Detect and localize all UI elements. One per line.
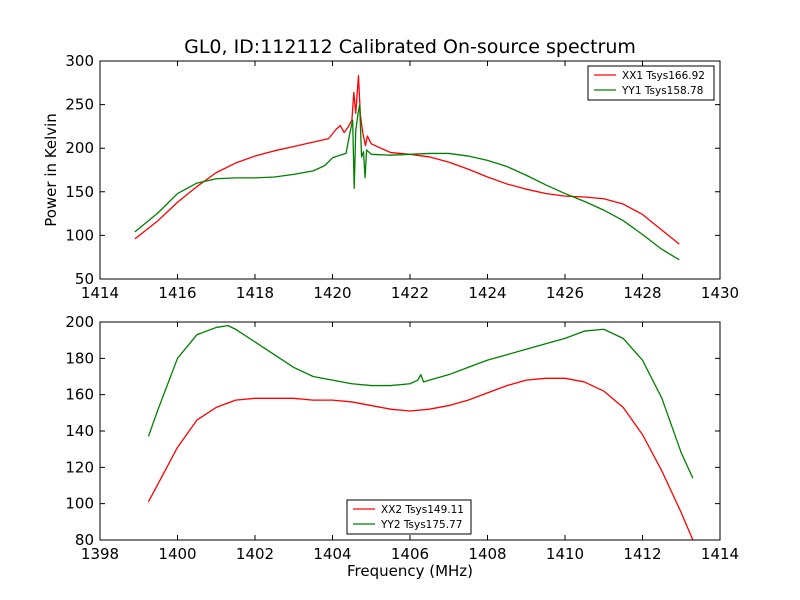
y-tick-label: 300	[65, 52, 94, 70]
x-tick-label: 1402	[236, 545, 274, 563]
x-tick-label: 1412	[623, 545, 661, 563]
bottom-plot: 1398 1400 1402 1404 1406 1408 1410 1412 1414 80 10…	[65, 313, 739, 580]
x-tick-label: 1428	[623, 284, 661, 302]
x-tick-label: 1400	[158, 545, 196, 563]
y-tick-label: 140	[65, 422, 94, 440]
y-tick-label: 250	[65, 96, 94, 114]
legend-label: XX2 Tsys149.11	[381, 504, 464, 516]
x-tick-label: 1426	[546, 284, 584, 302]
x-tick-label: 1414	[81, 284, 119, 302]
x-tick-label: 1424	[468, 284, 506, 302]
legend-box	[587, 65, 715, 101]
series-line-yy1	[134, 103, 680, 261]
x-tick-label: 1408	[468, 545, 506, 563]
y-tick-label: 120	[65, 458, 94, 476]
y-tick-label: 160	[65, 386, 94, 404]
series-line-xx1	[134, 75, 680, 245]
y-tick-label: 180	[65, 349, 94, 367]
y-tick-label: 150	[65, 183, 94, 201]
x-tick-label: 1416	[158, 284, 196, 302]
figure-title: GL0, ID:112112 Calibrated On-source spec…	[184, 36, 636, 58]
series-line-xx2	[147, 377, 694, 540]
x-tick-label: 1398	[81, 545, 119, 563]
y-tick-label: 200	[65, 139, 94, 157]
x-tick-label: 1406	[391, 545, 429, 563]
legend-label: XX1 Tsys166.92	[622, 70, 705, 82]
x-tick-label: 1430	[701, 284, 739, 302]
x-tick-label: 1404	[313, 545, 351, 563]
x-tick-label: 1414	[701, 545, 739, 563]
y-tick-label: 200	[65, 313, 94, 331]
x-tick-label: 1422	[391, 284, 429, 302]
y-tick-label: 80	[75, 531, 94, 549]
x-tick-label: 1420	[313, 284, 351, 302]
x-tick-label: 1418	[236, 284, 274, 302]
legend-label: YY1 Tsys158.78	[621, 85, 703, 97]
y-tick-label: 50	[75, 270, 94, 288]
y-tick-label: 100	[65, 226, 94, 244]
legend-box	[346, 499, 472, 535]
x-axis-label: Frequency (MHz)	[347, 562, 473, 580]
y-tick-label: 100	[65, 495, 94, 513]
x-tick-label: 1410	[546, 545, 584, 563]
series-line-yy2	[147, 324, 694, 479]
legend-label: YY2 Tsys175.77	[380, 519, 462, 531]
top-plot: 1414 1416 1418 1420 1422 1424 1426 1428 1430 50 10…	[42, 52, 739, 302]
y-axis-label: Power in Kelvin	[42, 113, 60, 227]
